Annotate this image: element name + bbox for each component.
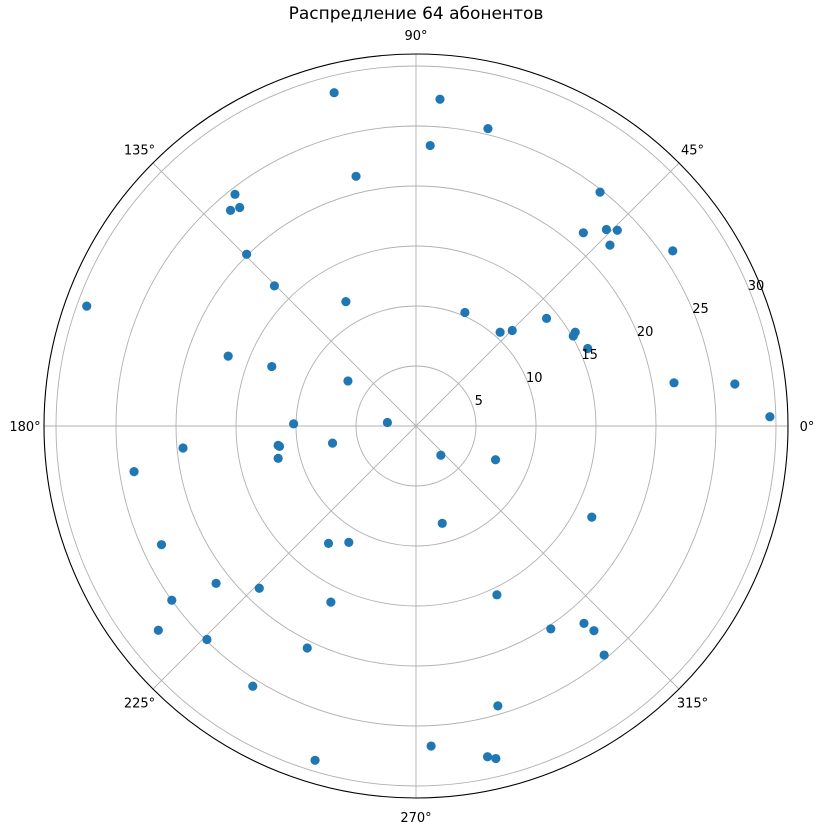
scatter-points bbox=[82, 88, 775, 765]
data-point bbox=[242, 249, 252, 259]
data-point bbox=[153, 625, 163, 635]
data-point bbox=[274, 441, 285, 451]
data-point bbox=[583, 343, 593, 354]
r-tick-label: 5 bbox=[475, 394, 483, 409]
data-point bbox=[329, 88, 339, 98]
data-point bbox=[669, 378, 679, 388]
data-point bbox=[302, 643, 312, 653]
data-point bbox=[730, 379, 740, 389]
r-tick-label: 15 bbox=[581, 348, 598, 363]
data-point bbox=[570, 327, 580, 337]
theta-grid-line bbox=[415, 425, 680, 690]
data-point bbox=[230, 189, 240, 199]
chart-title: Распредление 64 абонентов bbox=[289, 4, 544, 24]
data-point bbox=[612, 225, 622, 235]
data-point bbox=[269, 281, 280, 291]
theta-grid-line bbox=[152, 425, 417, 690]
theta-grid-line bbox=[415, 162, 680, 427]
r-tick-label: 30 bbox=[748, 279, 765, 294]
data-point bbox=[595, 187, 605, 197]
theta-tick-label: 270° bbox=[400, 811, 431, 826]
polar-grid bbox=[43, 53, 789, 799]
theta-tick-label: 315° bbox=[677, 696, 708, 711]
data-point bbox=[482, 752, 493, 762]
theta-grid-line bbox=[152, 162, 417, 427]
data-point bbox=[492, 590, 502, 600]
tick-labels: 0° 45° 90° 135° 180° 225° 270° 315° 5 10 15 20 25 30 bbox=[9, 29, 814, 826]
data-point bbox=[765, 412, 775, 422]
theta-tick-label: 0° bbox=[800, 420, 815, 435]
data-point bbox=[382, 417, 393, 428]
data-point bbox=[668, 246, 678, 256]
data-point bbox=[425, 140, 435, 151]
data-point bbox=[178, 443, 188, 453]
r-tick-label: 25 bbox=[692, 302, 709, 317]
data-point bbox=[248, 681, 258, 691]
data-point bbox=[289, 419, 299, 429]
data-point bbox=[202, 634, 212, 645]
data-point bbox=[343, 376, 353, 386]
data-point bbox=[267, 361, 277, 372]
data-point bbox=[599, 650, 609, 660]
data-point bbox=[587, 512, 597, 522]
theta-tick-label: 90° bbox=[404, 29, 427, 44]
data-point bbox=[493, 701, 503, 711]
polar-frame bbox=[43, 53, 789, 799]
data-point bbox=[436, 450, 446, 460]
data-point bbox=[546, 624, 556, 634]
data-point bbox=[437, 518, 447, 528]
data-point bbox=[273, 453, 283, 463]
r-tick-label: 10 bbox=[526, 371, 543, 386]
data-point bbox=[341, 296, 351, 307]
data-point bbox=[344, 537, 354, 547]
data-point bbox=[435, 94, 445, 104]
data-point bbox=[507, 325, 517, 336]
r-tick-label: 20 bbox=[637, 325, 654, 340]
data-point bbox=[211, 578, 221, 588]
data-point bbox=[579, 618, 589, 628]
data-point bbox=[490, 455, 501, 465]
data-point bbox=[351, 171, 361, 181]
data-point bbox=[541, 313, 552, 323]
data-point bbox=[327, 438, 338, 448]
theta-tick-label: 45° bbox=[681, 144, 704, 159]
data-point bbox=[223, 351, 233, 361]
data-point bbox=[578, 228, 588, 238]
data-point bbox=[156, 540, 167, 550]
data-point bbox=[483, 123, 493, 134]
data-point bbox=[167, 595, 177, 605]
data-point bbox=[129, 467, 139, 477]
data-point bbox=[326, 597, 336, 607]
data-point bbox=[82, 301, 92, 311]
data-point bbox=[426, 741, 436, 751]
data-point bbox=[225, 205, 236, 215]
data-point bbox=[254, 583, 264, 593]
data-point bbox=[495, 327, 505, 337]
theta-tick-label: 135° bbox=[124, 144, 155, 159]
data-point bbox=[589, 626, 599, 636]
theta-tick-label: 180° bbox=[9, 420, 40, 435]
data-point bbox=[605, 240, 615, 250]
data-point bbox=[323, 538, 334, 548]
data-point bbox=[460, 307, 470, 318]
theta-tick-label: 225° bbox=[124, 696, 155, 711]
data-point bbox=[601, 224, 612, 235]
data-point bbox=[310, 755, 320, 765]
data-point bbox=[491, 753, 501, 764]
data-point bbox=[235, 202, 245, 213]
